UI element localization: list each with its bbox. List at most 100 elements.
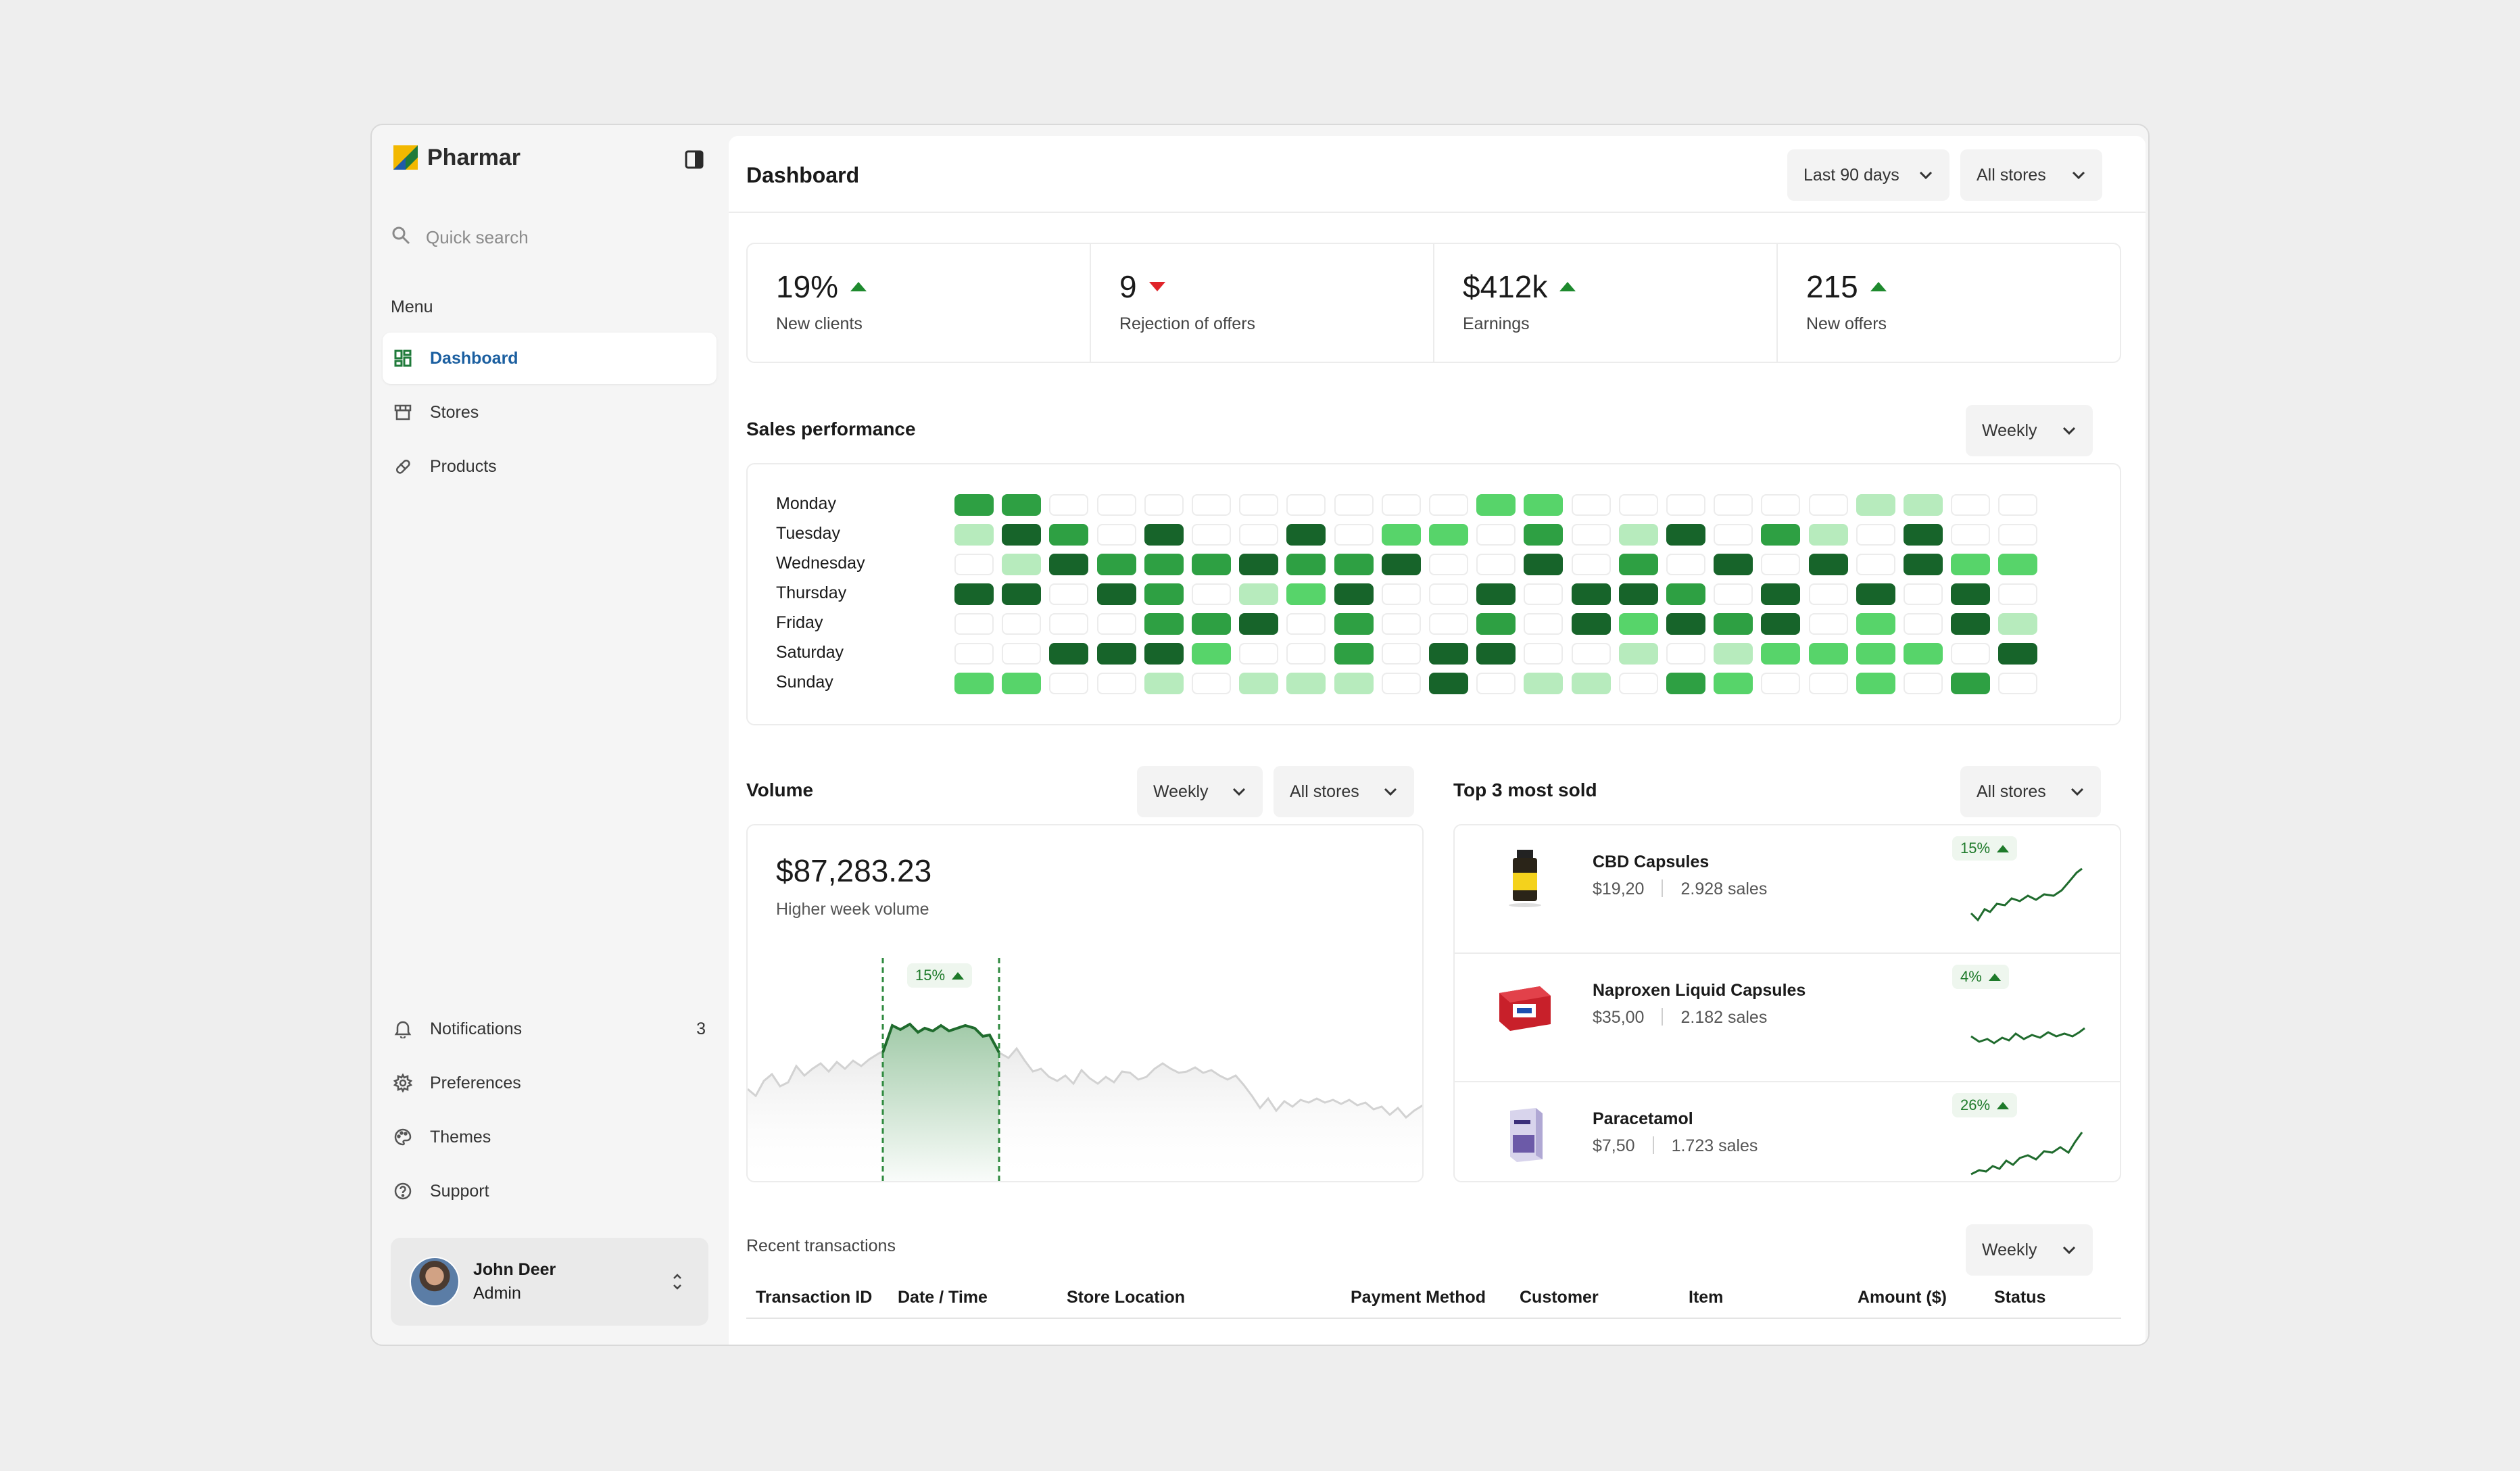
heatmap-cell[interactable] (1002, 494, 1042, 516)
heatmap-cell[interactable] (1618, 643, 1658, 665)
date-range-select[interactable]: Last 90 days (1787, 149, 1949, 201)
heatmap-cell[interactable] (1998, 643, 2038, 665)
heatmap-cell[interactable] (1714, 613, 1753, 635)
heatmap-cell[interactable] (1714, 494, 1753, 516)
heatmap-cell[interactable] (1761, 494, 1801, 516)
heatmap-cell[interactable] (1429, 643, 1468, 665)
heatmap-cell[interactable] (1239, 554, 1279, 575)
heatmap-cell[interactable] (954, 583, 994, 605)
heatmap-cell[interactable] (1002, 583, 1042, 605)
sidebar-item-themes[interactable]: Themes (383, 1111, 717, 1163)
heatmap-cell[interactable] (1096, 643, 1136, 665)
sidebar-item-dashboard[interactable]: Dashboard (383, 333, 717, 384)
volume-period-select[interactable]: Weekly (1137, 766, 1263, 817)
heatmap-cell[interactable] (1618, 673, 1658, 694)
top-sold-store-select[interactable]: All stores (1960, 766, 2101, 817)
heatmap-cell[interactable] (1904, 673, 1943, 694)
heatmap-cell[interactable] (1002, 524, 1042, 546)
heatmap-cell[interactable] (1192, 613, 1231, 635)
heatmap-cell[interactable] (1666, 494, 1705, 516)
heatmap-cell[interactable] (1904, 643, 1943, 665)
heatmap-cell[interactable] (1144, 583, 1184, 605)
heatmap-cell[interactable] (1666, 554, 1705, 575)
column-header[interactable]: Item (1689, 1288, 1724, 1307)
heatmap-cell[interactable] (1951, 643, 1991, 665)
heatmap-cell[interactable] (1286, 673, 1326, 694)
heatmap-cell[interactable] (1096, 673, 1136, 694)
sidebar-item-notifications[interactable]: Notifications 3 (383, 1003, 717, 1055)
heatmap-cell[interactable] (1381, 613, 1421, 635)
heatmap-cell[interactable] (1429, 524, 1468, 546)
heatmap-cell[interactable] (1239, 613, 1279, 635)
user-card[interactable]: John Deer Admin (391, 1238, 708, 1326)
heatmap-cell[interactable] (1476, 643, 1516, 665)
heatmap-cell[interactable] (1476, 673, 1516, 694)
column-header[interactable]: Amount ($) (1858, 1288, 1947, 1307)
heatmap-cell[interactable] (1476, 583, 1516, 605)
heatmap-cell[interactable] (1049, 673, 1089, 694)
heatmap-cell[interactable] (1761, 613, 1801, 635)
heatmap-cell[interactable] (1476, 554, 1516, 575)
heatmap-cell[interactable] (1761, 524, 1801, 546)
heatmap-cell[interactable] (1951, 524, 1991, 546)
product-row[interactable]: CBD Capsules $19,20 2.928 sales 15% (1455, 825, 2120, 954)
heatmap-cell[interactable] (1096, 494, 1136, 516)
heatmap-cell[interactable] (1334, 494, 1374, 516)
heatmap-cell[interactable] (1808, 494, 1848, 516)
heatmap-cell[interactable] (1334, 554, 1374, 575)
heatmap-cell[interactable] (1192, 554, 1231, 575)
column-header[interactable]: Customer (1520, 1288, 1599, 1307)
heatmap-cell[interactable] (1334, 613, 1374, 635)
heatmap-cell[interactable] (1334, 583, 1374, 605)
sidebar-item-products[interactable]: Products (383, 441, 717, 492)
heatmap-cell[interactable] (1714, 554, 1753, 575)
heatmap-cell[interactable] (1334, 673, 1374, 694)
heatmap-cell[interactable] (1381, 524, 1421, 546)
heatmap-cell[interactable] (1904, 494, 1943, 516)
heatmap-cell[interactable] (1192, 673, 1231, 694)
heatmap-cell[interactable] (1049, 554, 1089, 575)
heatmap-cell[interactable] (954, 643, 994, 665)
heatmap-cell[interactable] (1286, 583, 1326, 605)
heatmap-cell[interactable] (1381, 583, 1421, 605)
transactions-period-select[interactable]: Weekly (1966, 1224, 2093, 1276)
brand[interactable]: Pharmar (391, 143, 520, 172)
volume-store-select[interactable]: All stores (1274, 766, 1414, 817)
heatmap-cell[interactable] (1049, 643, 1089, 665)
heatmap-cell[interactable] (1144, 673, 1184, 694)
heatmap-cell[interactable] (1524, 613, 1564, 635)
sidebar-item-stores[interactable]: Stores (383, 387, 717, 438)
heatmap-cell[interactable] (1571, 554, 1611, 575)
heatmap-cell[interactable] (954, 673, 994, 694)
heatmap-cell[interactable] (1476, 613, 1516, 635)
heatmap-cell[interactable] (1998, 494, 2038, 516)
heatmap-cell[interactable] (1524, 494, 1564, 516)
heatmap-cell[interactable] (1144, 643, 1184, 665)
heatmap-cell[interactable] (1714, 643, 1753, 665)
heatmap-cell[interactable] (1618, 494, 1658, 516)
column-header[interactable]: Store Location (1067, 1288, 1186, 1307)
heatmap-cell[interactable] (1998, 673, 2038, 694)
product-row[interactable]: Naproxen Liquid Capsules $35,00 2.182 sal… (1455, 954, 2120, 1082)
heatmap-cell[interactable] (1571, 613, 1611, 635)
heatmap-cell[interactable] (1666, 524, 1705, 546)
heatmap-cell[interactable] (1714, 524, 1753, 546)
heatmap-cell[interactable] (1618, 583, 1658, 605)
heatmap-cell[interactable] (1429, 554, 1468, 575)
heatmap-cell[interactable] (1761, 554, 1801, 575)
heatmap-cell[interactable] (1286, 643, 1326, 665)
heatmap-cell[interactable] (1429, 613, 1468, 635)
sidebar-item-preferences[interactable]: Preferences (383, 1057, 717, 1109)
heatmap-cell[interactable] (1571, 673, 1611, 694)
heatmap-cell[interactable] (1239, 494, 1279, 516)
heatmap-cell[interactable] (1904, 583, 1943, 605)
heatmap-cell[interactable] (1049, 583, 1089, 605)
heatmap-cell[interactable] (1808, 554, 1848, 575)
heatmap-cell[interactable] (1761, 583, 1801, 605)
heatmap-cell[interactable] (1286, 494, 1326, 516)
heatmap-cell[interactable] (1286, 524, 1326, 546)
heatmap-cell[interactable] (1571, 583, 1611, 605)
heatmap-cell[interactable] (1998, 554, 2038, 575)
heatmap-cell[interactable] (1002, 613, 1042, 635)
product-row[interactable]: Paracetamol $7,50 1.723 sales 26% (1455, 1082, 2120, 1184)
